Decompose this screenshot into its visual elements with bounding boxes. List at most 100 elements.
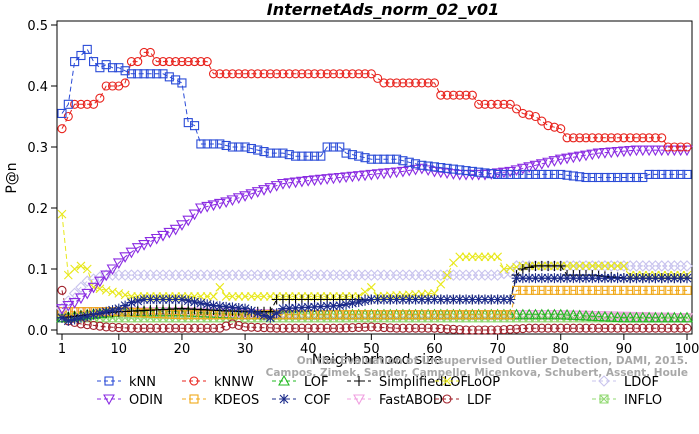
data-point bbox=[291, 69, 301, 79]
data-point bbox=[385, 323, 395, 333]
data-point bbox=[467, 90, 477, 100]
data-point bbox=[360, 295, 371, 306]
data-point bbox=[145, 294, 156, 305]
data-point bbox=[171, 75, 181, 85]
data-point bbox=[335, 323, 345, 333]
data-point bbox=[619, 133, 629, 143]
data-point bbox=[606, 323, 616, 333]
data-point bbox=[573, 309, 586, 321]
data-point bbox=[580, 150, 592, 162]
data-point bbox=[562, 170, 572, 180]
data-point bbox=[328, 142, 339, 152]
data-point bbox=[625, 133, 635, 143]
data-point bbox=[189, 296, 200, 307]
data-point bbox=[101, 60, 111, 70]
data-point bbox=[76, 50, 86, 61]
data-point bbox=[657, 133, 667, 143]
legend-label: LOF bbox=[304, 375, 329, 390]
data-point bbox=[126, 323, 136, 333]
data-point bbox=[347, 323, 357, 333]
data-point bbox=[549, 323, 559, 333]
data-point bbox=[486, 169, 496, 179]
data-point bbox=[57, 124, 67, 134]
data-point bbox=[138, 240, 151, 251]
x-tick-label: 90 bbox=[616, 342, 633, 357]
data-point bbox=[316, 323, 326, 333]
data-point bbox=[644, 133, 654, 143]
data-point bbox=[354, 322, 364, 332]
data-point bbox=[556, 323, 566, 333]
data-point bbox=[113, 303, 124, 314]
data-point bbox=[208, 323, 219, 333]
data-point bbox=[516, 308, 529, 320]
data-point bbox=[467, 310, 477, 320]
data-point bbox=[486, 294, 497, 305]
data-point bbox=[535, 159, 548, 170]
data-point bbox=[133, 69, 143, 79]
data-point bbox=[284, 323, 294, 333]
data-point bbox=[524, 273, 535, 284]
data-point bbox=[170, 294, 181, 305]
data-point bbox=[202, 139, 212, 149]
data-point bbox=[650, 273, 661, 284]
data-point bbox=[491, 269, 504, 281]
data-point bbox=[385, 78, 395, 88]
data-point bbox=[252, 308, 263, 319]
data-point bbox=[188, 209, 201, 221]
data-point bbox=[575, 133, 585, 143]
data-point bbox=[530, 169, 541, 179]
data-point bbox=[177, 78, 187, 88]
data-point bbox=[587, 133, 597, 143]
data-point bbox=[600, 261, 610, 271]
data-point bbox=[347, 310, 357, 320]
data-point bbox=[398, 78, 408, 88]
data-point bbox=[69, 314, 80, 325]
data-point bbox=[145, 323, 155, 333]
data-point bbox=[594, 133, 604, 143]
data-point bbox=[561, 153, 573, 165]
data-point bbox=[568, 171, 578, 181]
data-point bbox=[613, 261, 622, 271]
data-point bbox=[493, 169, 503, 179]
data-point bbox=[511, 169, 522, 179]
data-point bbox=[657, 285, 667, 295]
data-point bbox=[76, 261, 86, 271]
data-point bbox=[611, 147, 624, 158]
series-line bbox=[62, 289, 687, 316]
data-point bbox=[436, 90, 446, 100]
data-point bbox=[176, 294, 187, 305]
data-point bbox=[562, 285, 572, 295]
data-point bbox=[617, 146, 630, 158]
data-point bbox=[95, 93, 105, 103]
data-point bbox=[549, 285, 559, 295]
y-tick-label: 0.5 bbox=[27, 19, 48, 34]
data-point bbox=[442, 163, 452, 173]
data-point bbox=[486, 310, 496, 320]
y-tick-label: 0.3 bbox=[27, 141, 48, 156]
data-point bbox=[474, 167, 484, 177]
data-point bbox=[258, 185, 270, 196]
data-point bbox=[372, 294, 383, 305]
data-point bbox=[158, 294, 169, 305]
data-point bbox=[461, 90, 471, 100]
data-point bbox=[82, 311, 93, 322]
data-point bbox=[208, 139, 219, 149]
data-point bbox=[253, 69, 263, 79]
data-point bbox=[398, 156, 408, 166]
data-point bbox=[486, 252, 496, 262]
data-point bbox=[373, 73, 383, 83]
data-point bbox=[354, 69, 364, 79]
data-point bbox=[107, 305, 118, 316]
data-point bbox=[455, 310, 465, 320]
data-point bbox=[221, 301, 232, 312]
data-point bbox=[164, 72, 174, 82]
legend-label: KDEOS bbox=[214, 393, 259, 408]
data-point bbox=[133, 57, 143, 67]
data-point bbox=[575, 261, 585, 271]
data-point bbox=[636, 145, 649, 157]
data-point bbox=[637, 273, 648, 284]
data-point bbox=[139, 294, 150, 305]
data-point bbox=[404, 78, 414, 88]
data-point bbox=[655, 145, 668, 157]
data-point bbox=[196, 139, 206, 149]
